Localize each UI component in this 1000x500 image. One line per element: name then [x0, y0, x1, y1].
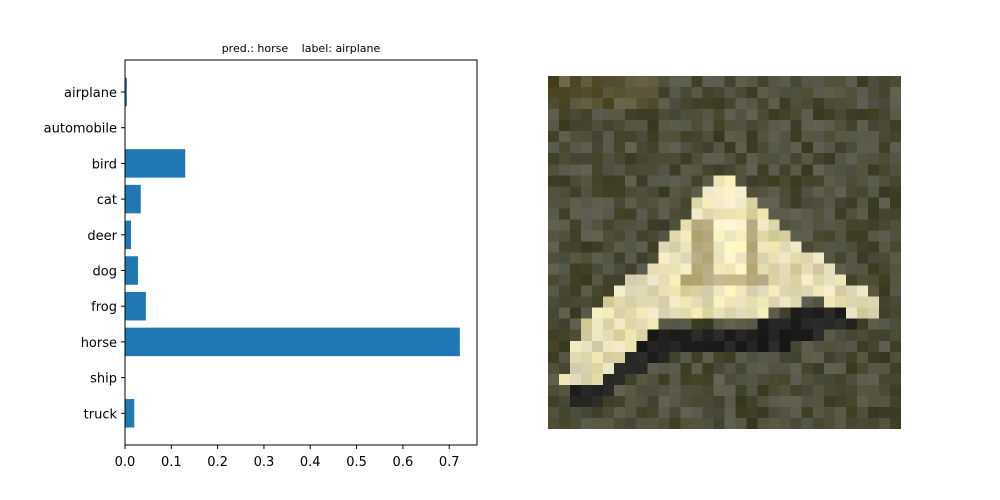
airplane-image: [548, 76, 901, 429]
bar-frog: [125, 291, 146, 321]
plot-frame: [124, 59, 478, 446]
bar-truck: [125, 399, 135, 428]
xtick-label-7: 0.7: [439, 455, 460, 470]
bar-bird: [125, 149, 186, 178]
ytick-label-frog: frog: [91, 300, 117, 315]
input-image: [548, 76, 901, 429]
ytick-label-airplane: airplane: [64, 86, 117, 101]
x-tick-labels: 0.0 0.1 0.2 0.3 0.4 0.5 0.6 0.7: [115, 445, 460, 470]
ytick-label-ship: ship: [90, 372, 117, 387]
ytick-label-dog: dog: [93, 265, 117, 280]
ytick-label-bird: bird: [92, 157, 117, 172]
title-pred-label: pred.: horse: [222, 42, 289, 55]
bar-dog: [125, 256, 138, 285]
ytick-label-truck: truck: [84, 407, 118, 422]
chart-title: pred.: horse label: airplane: [222, 42, 381, 55]
xtick-label-1: 0.1: [161, 455, 182, 470]
bars-group: [125, 77, 460, 428]
ytick-label-horse: horse: [81, 336, 117, 351]
bar-airplane: [125, 77, 127, 107]
xtick-label-4: 0.4: [300, 455, 321, 470]
title-true-label: label: airplane: [302, 42, 381, 55]
xtick-label-5: 0.5: [346, 455, 367, 470]
xtick-label-6: 0.6: [393, 455, 414, 470]
xtick-label-0: 0.0: [115, 455, 136, 470]
bar-deer: [125, 220, 132, 250]
xtick-label-2: 0.2: [207, 455, 228, 470]
ytick-label-cat: cat: [97, 193, 117, 208]
xtick-label-3: 0.3: [254, 455, 275, 470]
ytick-label-deer: deer: [87, 229, 117, 244]
y-tick-labels: airplane automobile bird cat deer dog frog hors…: [44, 86, 125, 422]
ytick-label-automobile: automobile: [44, 122, 117, 137]
bar-cat: [125, 184, 141, 214]
bar-horse: [125, 327, 460, 357]
